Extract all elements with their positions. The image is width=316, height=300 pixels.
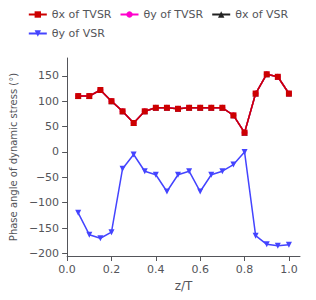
svg-text:θx of VSR: θx of VSR [235, 8, 288, 21]
svg-text:z/T: z/T [175, 279, 193, 293]
svg-text:−50: −50 [36, 171, 59, 184]
svg-text:100: 100 [38, 95, 59, 108]
svg-text:0.4: 0.4 [147, 263, 165, 276]
svg-text:θx of TVSR: θx of TVSR [52, 8, 112, 21]
svg-text:−100: −100 [29, 196, 59, 209]
svg-text:150: 150 [38, 69, 59, 82]
svg-text:0: 0 [52, 145, 59, 158]
svg-text:0.0: 0.0 [58, 263, 76, 276]
svg-text:−150: −150 [29, 222, 59, 235]
svg-text:−200: −200 [29, 247, 59, 260]
svg-text:1.0: 1.0 [280, 263, 298, 276]
svg-text:50: 50 [45, 120, 59, 133]
svg-text:θy of VSR: θy of VSR [52, 27, 105, 40]
svg-text:0.8: 0.8 [236, 263, 254, 276]
svg-text:Phase angle of dynamic stress: Phase angle of dynamic stress (°) [8, 73, 19, 241]
svg-text:0.2: 0.2 [103, 263, 121, 276]
svg-text:0.6: 0.6 [191, 263, 209, 276]
svg-text:θy of TVSR: θy of TVSR [144, 8, 204, 21]
